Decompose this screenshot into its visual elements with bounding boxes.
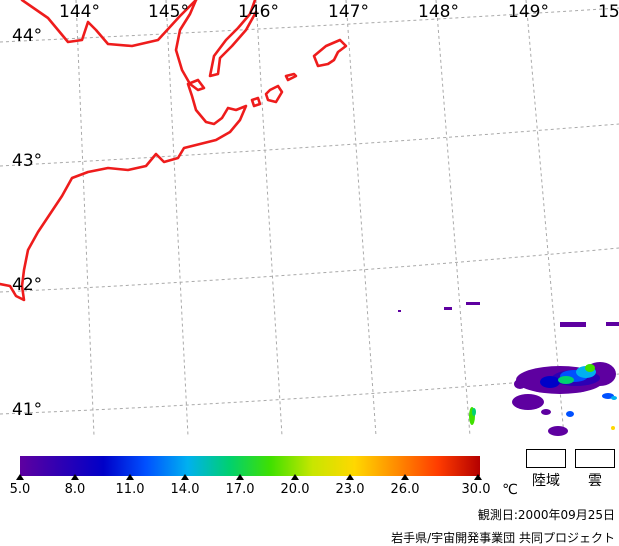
colorbar-tick-mark [346, 474, 354, 480]
colorbar-tick-30: 30.0 [461, 482, 491, 497]
lon-label-147: 147° [328, 2, 369, 22]
colorbar-tick-mark [181, 474, 189, 480]
observation-date: 観測日:2000年09月25日 [477, 508, 615, 522]
colorbar-tick-23: 23.0 [335, 482, 365, 497]
lon-label-146: 146° [238, 2, 279, 22]
cloud-legend-label: 雲 [588, 473, 602, 489]
colorbar-tick-mark [71, 474, 79, 480]
land-legend-swatch [526, 449, 566, 468]
lat-label-43: 43° [12, 151, 43, 171]
latitude-gridlines [0, 7, 619, 415]
colorbar-tick-mark [236, 474, 244, 480]
temperature-colorbar [20, 456, 480, 476]
lon-label-150: 15 [598, 2, 619, 22]
colorbar-tick-mark [126, 474, 134, 480]
colorbar-tick-mark [16, 474, 24, 480]
lat-label-41: 41° [12, 400, 43, 420]
credit-text: 岩手県/宇宙開発事業団 共同プロジェクト [391, 531, 615, 545]
land-legend-label: 陸域 [532, 473, 560, 489]
lon-label-148: 148° [418, 2, 459, 22]
colorbar-tick-8: 8.0 [64, 482, 86, 497]
colorbar-tick-11: 11.0 [115, 482, 145, 497]
colorbar-tick-mark [401, 474, 409, 480]
sst-map [0, 0, 619, 436]
coastline [0, 0, 348, 302]
colorbar-tick-mark [474, 474, 482, 480]
lon-label-149: 149° [508, 2, 549, 22]
colorbar-tick-17: 17.0 [225, 482, 255, 497]
longitude-gridlines [75, 0, 565, 436]
lon-label-144: 144° [59, 2, 100, 22]
lat-label-42: 42° [12, 275, 43, 295]
colorbar-tick-20: 20.0 [280, 482, 310, 497]
colorbar-tick-14: 14.0 [170, 482, 200, 497]
lat-label-44: 44° [12, 26, 43, 46]
colorbar-tick-5: 5.0 [9, 482, 31, 497]
cloud-legend-swatch [575, 449, 615, 468]
lon-label-145: 145° [148, 2, 189, 22]
colorbar-tick-26: 26.0 [390, 482, 420, 497]
colorbar-unit: ℃ [502, 482, 518, 498]
colorbar-tick-mark [291, 474, 299, 480]
sst-data [398, 302, 619, 436]
